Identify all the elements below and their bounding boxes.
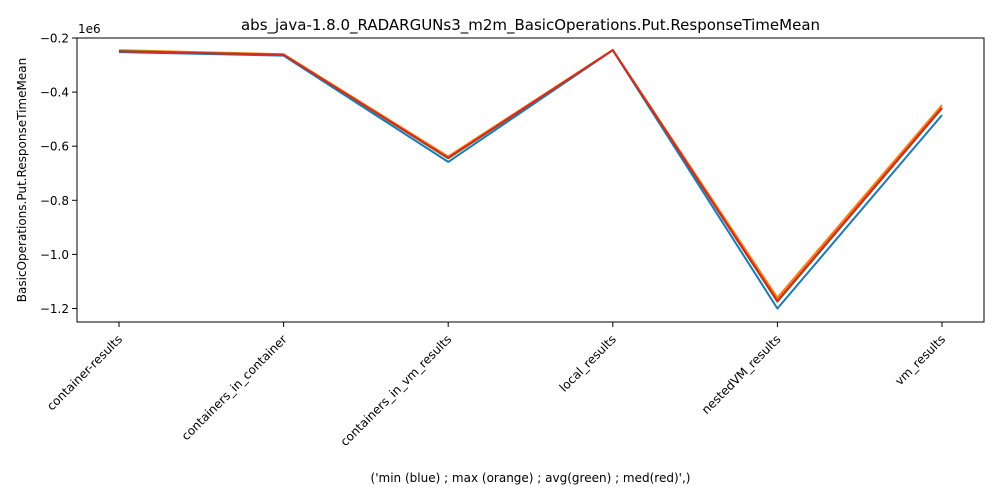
y-offset-label: 1e6 (78, 22, 101, 36)
y-tick-label: −0.4 (40, 86, 69, 100)
y-tick-label: −0.2 (40, 32, 69, 46)
plot-frame (76, 37, 985, 323)
chart-title: abs_java-1.8.0_RADARGUNs3_m2m_BasicOpera… (241, 16, 820, 35)
x-tick-label: vm_results (892, 332, 948, 388)
series-line-2 (118, 49, 943, 303)
x-tick-label: container-results (44, 332, 125, 413)
x-tick-label: local_results (557, 332, 619, 394)
x-tick-label: containers_in_vm_results (338, 332, 455, 449)
series-line-0 (118, 49, 943, 310)
x-tick-label: containers_in_container (179, 332, 290, 443)
y-tick-label: −1.0 (40, 248, 69, 262)
x-tick-label: nestedVM_results (699, 332, 784, 417)
y-tick-label: −0.8 (40, 194, 69, 208)
y-tick-label: −0.6 (40, 140, 69, 154)
series-line-3 (118, 49, 943, 302)
y-tick-label: −1.2 (40, 302, 69, 316)
x-axis-label: ('min (blue) ; max (orange) ; avg(green)… (371, 471, 691, 485)
y-axis-label: BasicOperations.Put.ResponseTimeMean (15, 58, 29, 302)
